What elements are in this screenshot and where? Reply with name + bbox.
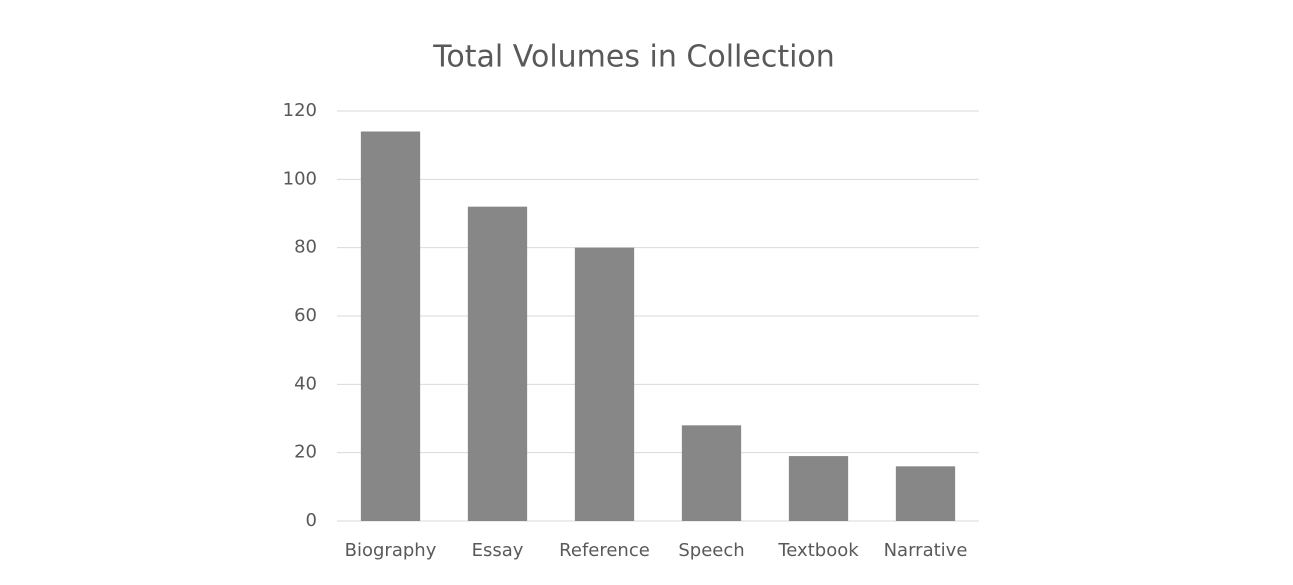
y-tick-label: 80 bbox=[294, 237, 317, 258]
y-tick-label: 40 bbox=[294, 373, 317, 394]
y-tick-label: 120 bbox=[283, 100, 317, 121]
y-tick-label: 20 bbox=[294, 442, 317, 463]
y-tick-label: 0 bbox=[306, 510, 317, 531]
x-tick-label: Biography bbox=[345, 540, 437, 561]
bar bbox=[681, 425, 742, 521]
bar bbox=[788, 456, 849, 521]
bar bbox=[467, 206, 528, 521]
y-tick-label: 60 bbox=[294, 305, 317, 326]
y-tick-label: 100 bbox=[283, 168, 317, 189]
bar bbox=[360, 131, 421, 521]
x-tick-label: Textbook bbox=[777, 540, 859, 561]
x-tick-label: Speech bbox=[678, 540, 744, 561]
x-tick-label: Essay bbox=[472, 540, 524, 561]
x-tick-label: Reference bbox=[559, 540, 650, 561]
bar bbox=[574, 247, 635, 521]
chart-title: Total Volumes in Collection bbox=[432, 40, 835, 75]
bar bbox=[895, 466, 956, 521]
x-tick-label: Narrative bbox=[884, 540, 968, 561]
